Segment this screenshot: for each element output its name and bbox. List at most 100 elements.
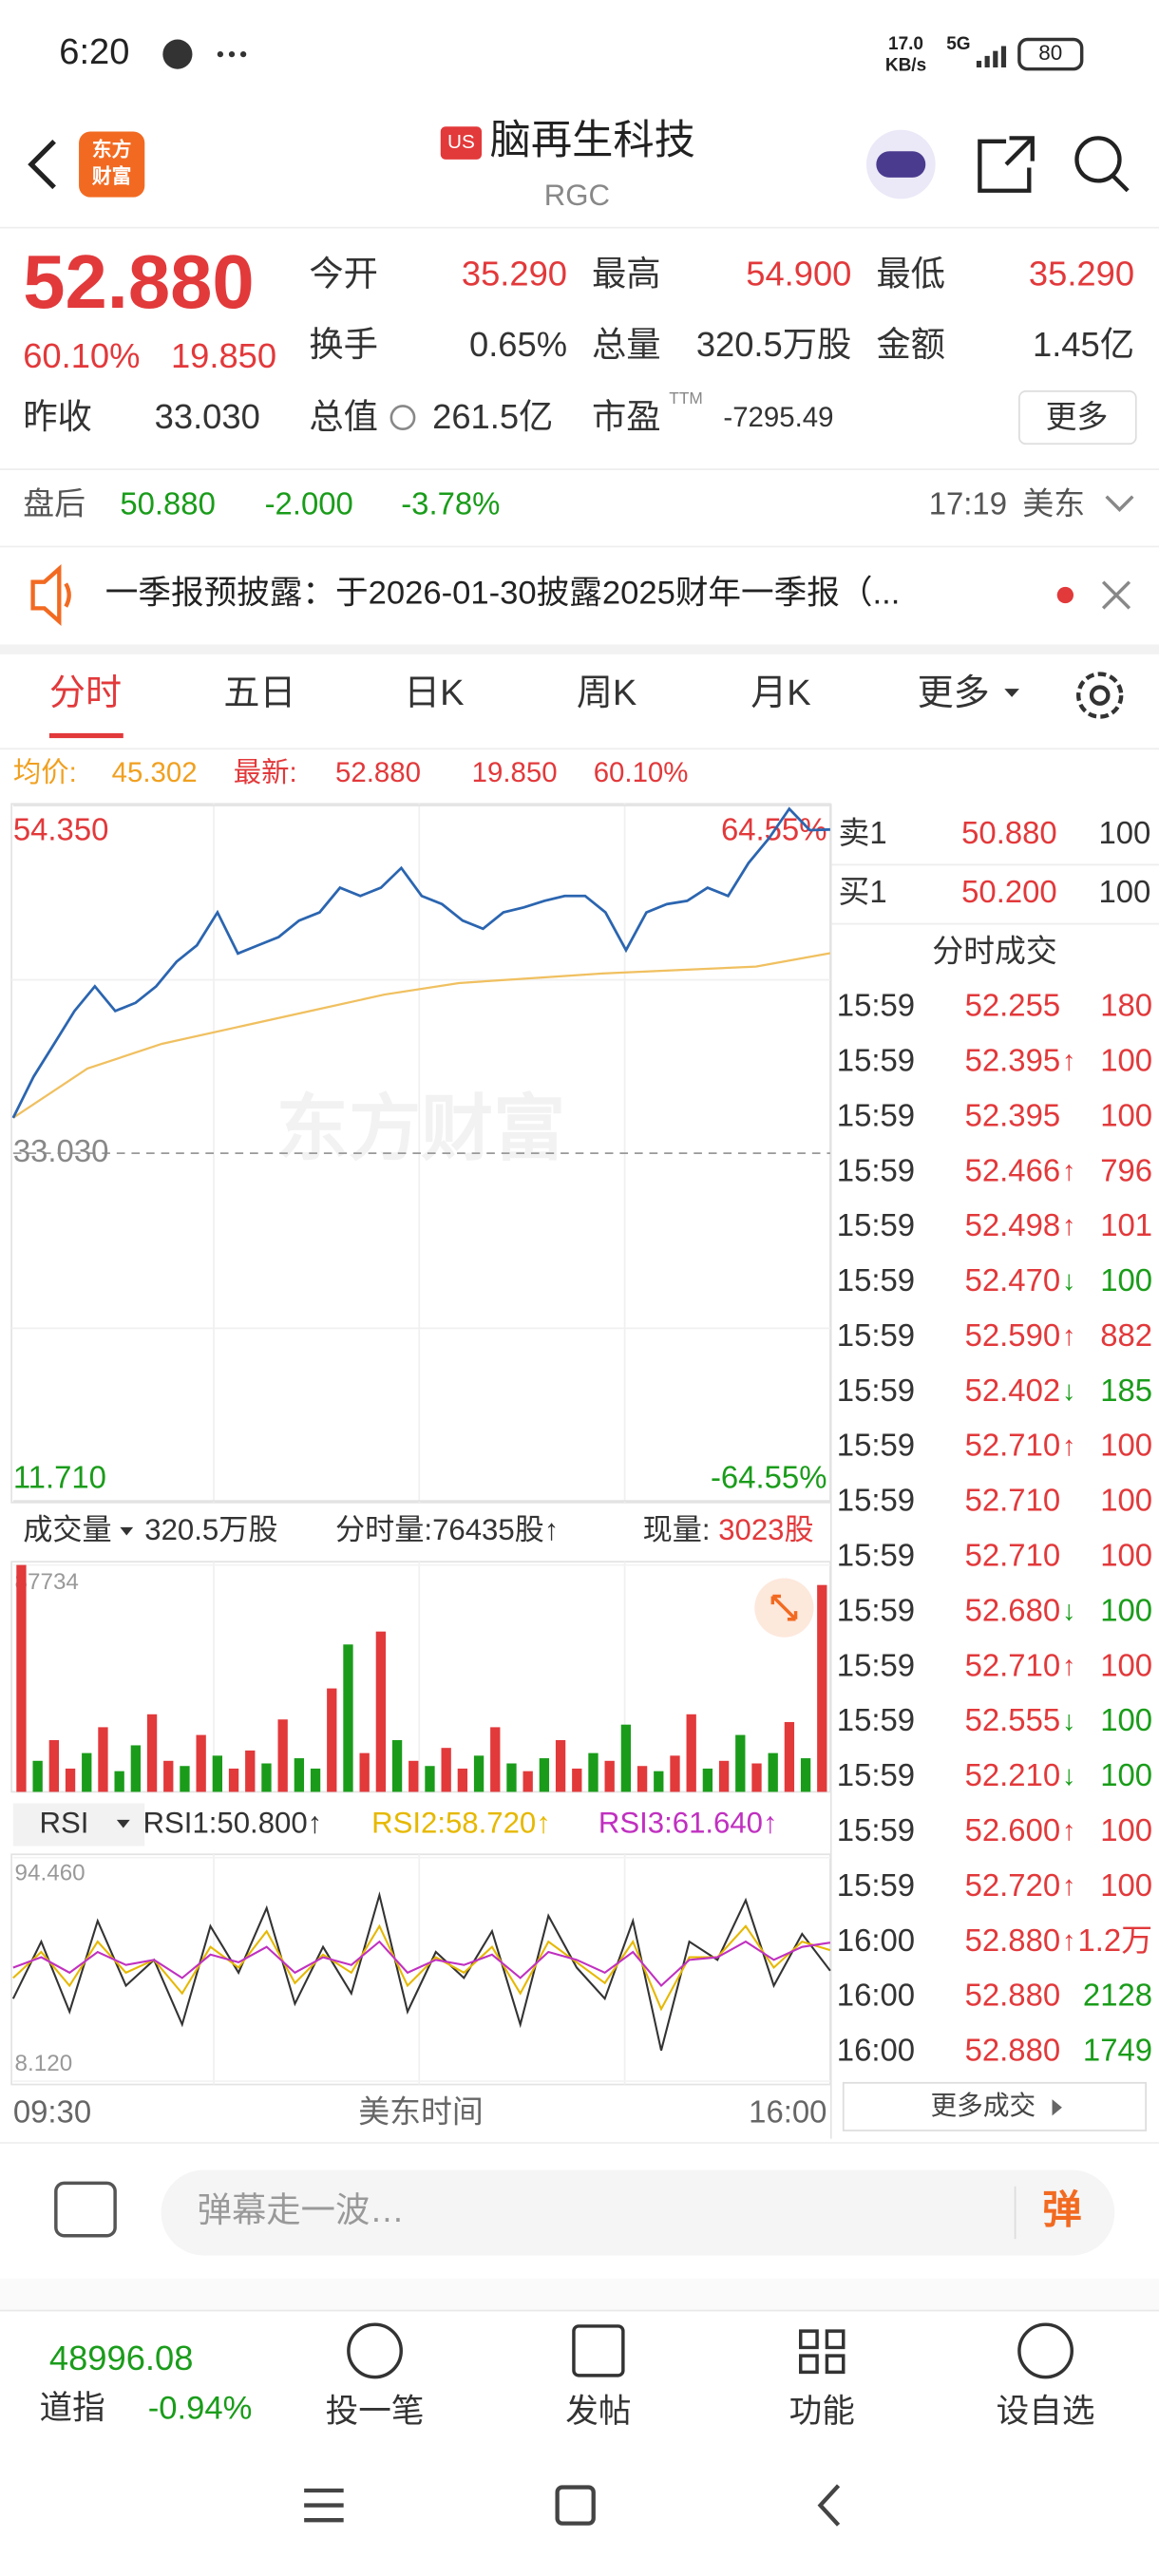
tab[interactable]: 更多 — [918, 673, 990, 713]
x-tick-label: 09:30 — [13, 2093, 91, 2129]
bottom-button-label[interactable]: 功能 — [789, 2394, 855, 2430]
field-label: 总量 — [592, 325, 661, 364]
x-tick-label: 16:00 — [749, 2093, 826, 2129]
trade-time: 15:59 — [837, 1317, 915, 1353]
trade-arrow: ↑ — [1062, 1650, 1076, 1681]
trade-price: 52.590 — [965, 1317, 1061, 1353]
field-value: 54.900 — [746, 254, 851, 293]
share-button[interactable] — [978, 136, 1035, 193]
status-dots — [217, 50, 224, 58]
trade-volume: 100 — [1100, 1812, 1152, 1847]
volume-bar — [735, 1734, 746, 1792]
after-hours-price: 50.880 — [120, 486, 216, 521]
trade-price: 52.710 — [965, 1538, 1061, 1573]
comment-icon[interactable] — [54, 2181, 117, 2238]
post-icon[interactable] — [572, 2324, 625, 2377]
index-change: -0.94% — [148, 2390, 253, 2426]
trade-price: 52.710 — [965, 1647, 1061, 1682]
price-line — [11, 806, 830, 1119]
volume-bar — [588, 1752, 598, 1792]
trade-price: 52.720 — [965, 1867, 1061, 1903]
settings-button[interactable] — [1076, 672, 1124, 719]
watermark: 东方财富 — [276, 1089, 565, 1169]
trade-arrow: ↑ — [1062, 1320, 1076, 1352]
trade-price: 52.498 — [965, 1207, 1061, 1242]
trade-volume: 100 — [1100, 1042, 1152, 1077]
pct-label: -64.55% — [711, 1459, 826, 1494]
trade-time: 15:59 — [837, 1428, 915, 1463]
volume-bar — [768, 1752, 778, 1792]
bottom-button-label[interactable]: 发帖 — [565, 2394, 631, 2430]
volume-bar — [654, 1771, 664, 1792]
more-trades-button[interactable] — [842, 2081, 1148, 2131]
dropdown-arrow — [1004, 689, 1019, 697]
watchlist-icon[interactable] — [1017, 2322, 1074, 2379]
network-speed-unit: KB/s — [885, 55, 926, 75]
volume-bar — [408, 1760, 419, 1792]
field-label-sup: TTM — [669, 388, 703, 407]
back-button[interactable] — [28, 140, 56, 190]
nav-menu[interactable] — [304, 2488, 344, 2523]
nav-home[interactable] — [555, 2485, 596, 2526]
info-icon[interactable] — [390, 405, 416, 431]
volume-bar — [16, 1564, 27, 1792]
unread-dot — [1056, 586, 1074, 604]
volume-bar — [572, 1768, 582, 1792]
trade-icon[interactable] — [347, 2322, 403, 2379]
tab[interactable]: 分时 — [49, 673, 122, 713]
speaker-icon — [64, 582, 71, 608]
trade-time: 15:59 — [837, 1373, 915, 1408]
trade-time: 15:59 — [837, 1757, 915, 1792]
y-tick-label: 54.350 — [13, 811, 109, 846]
tab[interactable]: 日K — [404, 673, 464, 713]
volume-bar — [261, 1763, 272, 1792]
trade-price: 52.600 — [965, 1812, 1061, 1847]
trade-volume: 100 — [1100, 1428, 1152, 1463]
volume-bar — [670, 1755, 680, 1792]
field-value: 261.5亿 — [432, 397, 553, 436]
summary-change-pct: 60.10% — [594, 757, 689, 788]
field-value: 0.65% — [469, 325, 567, 364]
volume-bar — [146, 1714, 158, 1792]
tab[interactable]: 月K — [750, 673, 810, 713]
more-button[interactable] — [1018, 390, 1137, 445]
search-button[interactable] — [1074, 136, 1122, 183]
after-hours-time: 17:19 — [929, 486, 1007, 521]
summary-latest-label: 最新: — [234, 757, 297, 788]
tab[interactable]: 五日 — [223, 673, 295, 713]
comment-send: 弹 — [1042, 2187, 1082, 2231]
last-price: 52.880 — [23, 239, 254, 324]
trade-volume: 2128 — [1083, 1978, 1152, 2013]
trade-arrow: ↑ — [1062, 1925, 1076, 1957]
comment-input[interactable] — [161, 2169, 1115, 2256]
x-axis-title: 美东时间 — [358, 2093, 484, 2129]
trade-price: 52.710 — [965, 1483, 1061, 1518]
logo-text: 东方 — [92, 139, 132, 161]
nav-back[interactable] — [817, 2484, 841, 2527]
volume-bar — [800, 1758, 811, 1792]
rsi-line — [12, 1940, 831, 1988]
close-notice[interactable] — [1101, 580, 1131, 610]
trade-volume: 100 — [1100, 1757, 1152, 1792]
volume-bar — [245, 1750, 256, 1792]
logo-text: 财富 — [92, 164, 132, 187]
y-tick-label: 94.460 — [15, 1860, 86, 1885]
trade-price: 52.210 — [965, 1757, 1061, 1792]
expand-chevron[interactable] — [1105, 495, 1134, 512]
order-volume: 100 — [1098, 874, 1150, 909]
battery-level: 80 — [1038, 41, 1062, 65]
volume-bar — [98, 1727, 108, 1792]
order-volume: 100 — [1098, 815, 1150, 850]
trade-time: 16:00 — [837, 1923, 915, 1958]
volume-bar — [702, 1768, 713, 1792]
trade-time: 15:59 — [837, 1262, 915, 1297]
volume-bar — [604, 1760, 615, 1792]
bottom-button-label[interactable]: 投一笔 — [326, 2394, 425, 2430]
bottom-button-label[interactable]: 设自选 — [997, 2394, 1095, 2430]
function-icon[interactable] — [799, 2329, 846, 2375]
stock-ticker: RGC — [544, 179, 610, 212]
tab[interactable]: 周K — [577, 673, 636, 713]
trade-arrow: ↑ — [1062, 1210, 1076, 1241]
expand-icon — [770, 1594, 798, 1621]
trade-arrow: ↓ — [1062, 1595, 1076, 1626]
